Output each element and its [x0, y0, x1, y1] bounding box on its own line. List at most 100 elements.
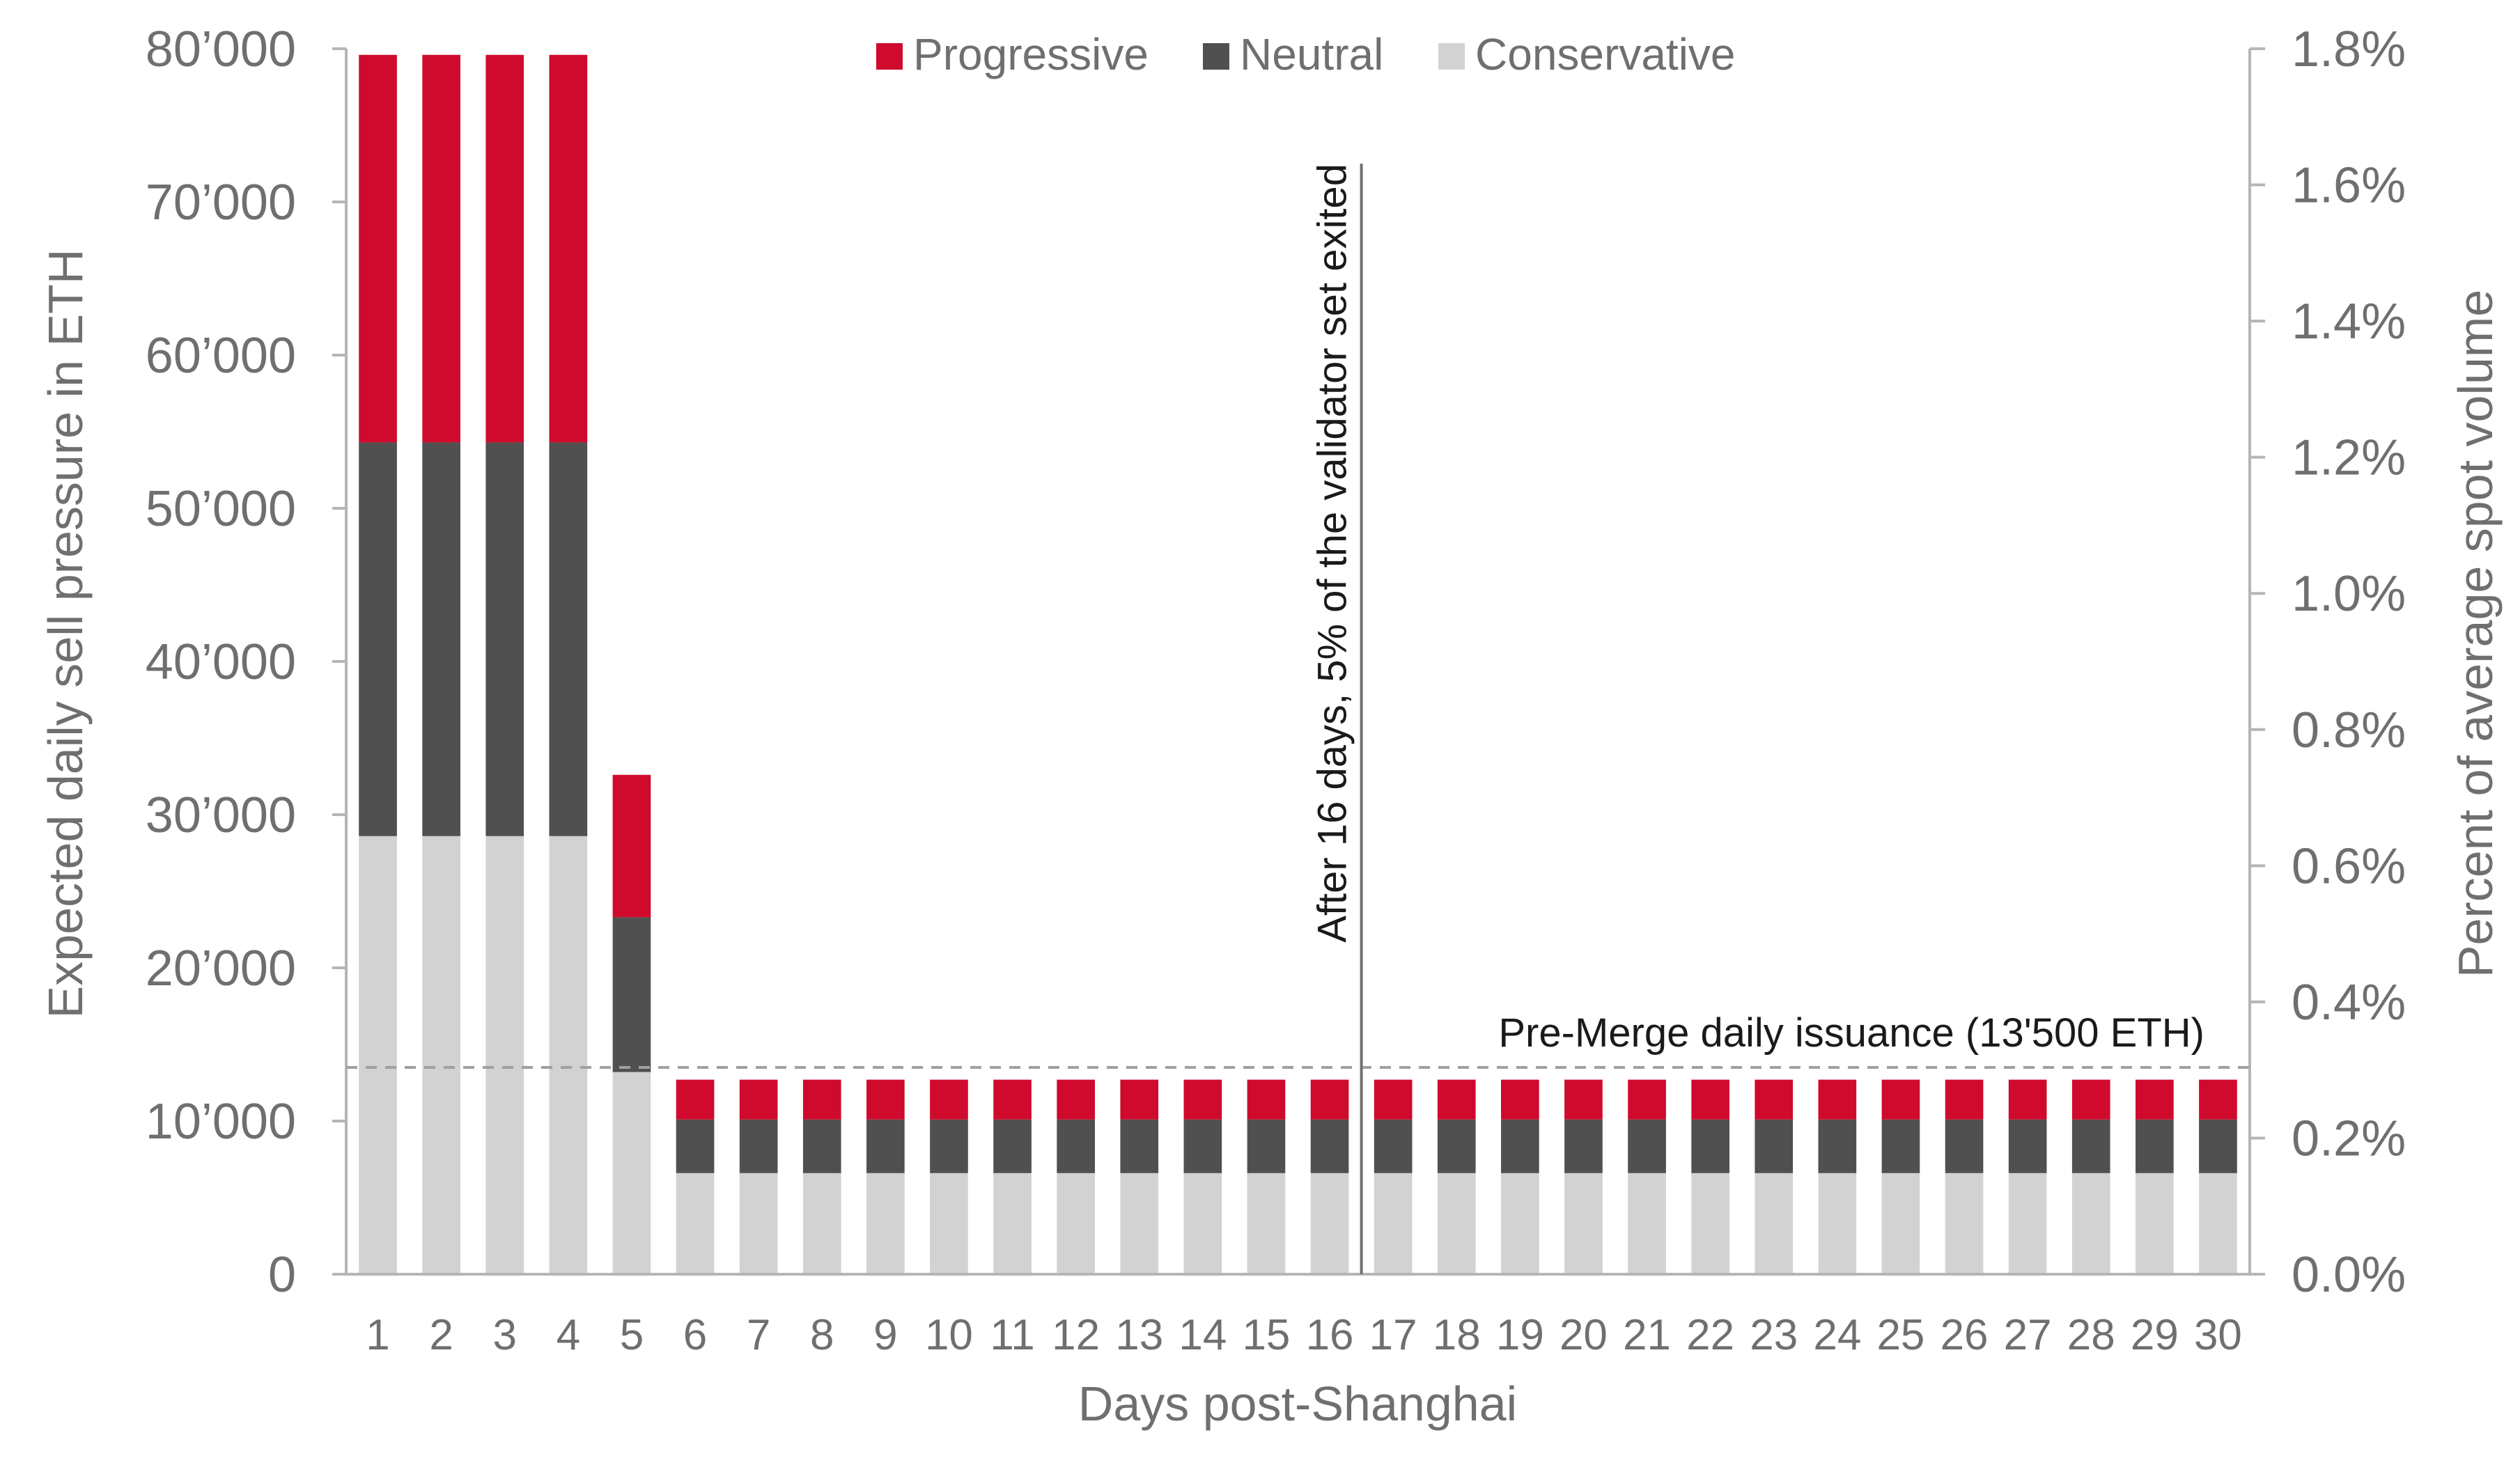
bar-progressive-day-4 [549, 54, 588, 443]
y-tick-label: 20’000 [146, 941, 296, 996]
legend-label-progressive: Progressive [913, 29, 1149, 79]
bar-neutral-day-23 [1755, 1119, 1794, 1173]
y-tick-label: 60’000 [146, 328, 296, 384]
bar-conservative-day-8 [802, 1173, 841, 1274]
pre-merge-issuance-label: Pre-Merge daily issuance (13'500 ETH) [1498, 1010, 2204, 1056]
bar-neutral-day-12 [1057, 1119, 1095, 1173]
y2-tick-label: 0.4% [2292, 975, 2406, 1031]
bar-progressive-day-15 [1247, 1079, 1286, 1120]
bar-progressive-day-12 [1057, 1079, 1095, 1120]
bar-neutral-day-25 [1881, 1119, 1920, 1173]
x-tick-label: 17 [1369, 1311, 1417, 1359]
bar-conservative-day-21 [1628, 1173, 1666, 1274]
x-tick-label: 27 [2004, 1311, 2052, 1359]
bar-conservative-day-13 [1120, 1173, 1159, 1274]
x-tick-label: 14 [1179, 1311, 1227, 1359]
bar-neutral-day-22 [1691, 1119, 1729, 1173]
validator-exit-marker-label: After 16 days, 5% of the validator set e… [1310, 164, 1355, 943]
bar-neutral-day-29 [2136, 1119, 2174, 1173]
bar-neutral-day-2 [422, 442, 460, 836]
bar-neutral-day-3 [485, 442, 524, 836]
x-tick-label: 8 [810, 1311, 834, 1359]
bar-neutral-day-1 [359, 442, 397, 836]
y-tick-label: 30’000 [146, 788, 296, 843]
bar-conservative-day-7 [739, 1173, 778, 1274]
x-tick-label: 3 [493, 1311, 517, 1359]
y-tick-label: 80’000 [146, 22, 296, 77]
bar-progressive-day-19 [1501, 1079, 1539, 1120]
bar-conservative-day-2 [422, 836, 460, 1274]
bar-neutral-day-15 [1247, 1119, 1286, 1173]
bar-conservative-day-11 [993, 1173, 1032, 1274]
bar-progressive-day-20 [1564, 1079, 1603, 1120]
bar-progressive-day-26 [1945, 1079, 1984, 1120]
bar-neutral-day-5 [612, 917, 651, 1072]
x-axis-title: Days post-Shanghai [1078, 1377, 1517, 1431]
bar-neutral-day-30 [2199, 1119, 2237, 1173]
legend-swatch-progressive [876, 43, 903, 70]
bar-neutral-day-10 [930, 1119, 968, 1173]
y-tick-label: 0 [268, 1247, 296, 1303]
bar-progressive-day-18 [1437, 1079, 1476, 1120]
bar-conservative-day-14 [1183, 1173, 1222, 1274]
bar-progressive-day-9 [866, 1079, 905, 1120]
bar-neutral-day-13 [1120, 1119, 1159, 1173]
bar-progressive-day-10 [930, 1079, 968, 1120]
bar-progressive-day-3 [485, 54, 524, 443]
x-tick-label: 21 [1623, 1311, 1671, 1359]
x-tick-label: 16 [1306, 1311, 1354, 1359]
x-tick-label: 13 [1115, 1311, 1163, 1359]
bar-progressive-day-17 [1374, 1079, 1413, 1120]
y-tick-label: 70’000 [146, 175, 296, 230]
x-tick-label: 10 [925, 1311, 973, 1359]
bar-conservative-day-23 [1755, 1173, 1794, 1274]
x-tick-label: 24 [1813, 1311, 1861, 1359]
x-tick-label: 2 [429, 1311, 453, 1359]
y-ticks-layer: 0 10’000 20’000 30’000 40’000 50’000 60’000 70’… [146, 22, 346, 1303]
bar-neutral-day-11 [993, 1119, 1032, 1173]
y2-tick-label: 1.6% [2292, 158, 2406, 214]
bar-neutral-day-4 [549, 442, 588, 836]
x-tick-label: 29 [2131, 1311, 2179, 1359]
bar-progressive-day-30 [2199, 1079, 2237, 1120]
x-tick-label: 30 [2194, 1311, 2242, 1359]
bar-progressive-day-14 [1183, 1079, 1222, 1120]
bar-progressive-day-8 [802, 1079, 841, 1120]
x-tick-label: 5 [620, 1311, 644, 1359]
y2-tick-label: 1.0% [2292, 566, 2406, 622]
legend: Progressive Neutral Conservative [876, 29, 1736, 79]
x-tick-label: 25 [1876, 1311, 1924, 1359]
legend-label-conservative: Conservative [1475, 29, 1736, 79]
x-tick-label: 1 [366, 1311, 389, 1359]
bar-progressive-day-6 [676, 1079, 715, 1120]
bar-progressive-day-24 [1818, 1079, 1857, 1120]
bar-neutral-day-8 [802, 1119, 841, 1173]
bar-neutral-day-20 [1564, 1119, 1603, 1173]
x-tick-label: 12 [1052, 1311, 1100, 1359]
y-tick-label: 50’000 [146, 481, 296, 537]
bar-neutral-day-7 [739, 1119, 778, 1173]
bar-progressive-day-2 [422, 54, 460, 443]
bar-conservative-day-16 [1310, 1173, 1349, 1274]
bar-progressive-day-13 [1120, 1079, 1159, 1120]
bar-conservative-day-22 [1691, 1173, 1729, 1274]
bars-layer [359, 54, 2237, 1274]
bar-conservative-day-10 [930, 1173, 968, 1274]
x-tick-label: 6 [683, 1311, 707, 1359]
bar-progressive-day-1 [359, 54, 397, 443]
x-ticks-layer: 1 2 3 4 5 6 7 8 9 10 11 12 13 14 15 16 17 18 19 20 21 22 23 24 2… [366, 1311, 2242, 1359]
bar-conservative-day-5 [612, 1072, 651, 1274]
bar-neutral-day-14 [1183, 1119, 1222, 1173]
x-tick-label: 11 [990, 1311, 1034, 1359]
bar-neutral-day-26 [1945, 1119, 1984, 1173]
bar-conservative-day-19 [1501, 1173, 1539, 1274]
bar-conservative-day-20 [1564, 1173, 1603, 1274]
legend-label-neutral: Neutral [1240, 29, 1383, 79]
y2-tick-label: 0.6% [2292, 838, 2406, 894]
x-tick-label: 26 [1940, 1311, 1989, 1359]
bar-conservative-day-30 [2199, 1173, 2237, 1274]
bar-conservative-day-18 [1437, 1173, 1476, 1274]
bar-conservative-day-3 [485, 836, 524, 1274]
bar-progressive-day-23 [1755, 1079, 1794, 1120]
